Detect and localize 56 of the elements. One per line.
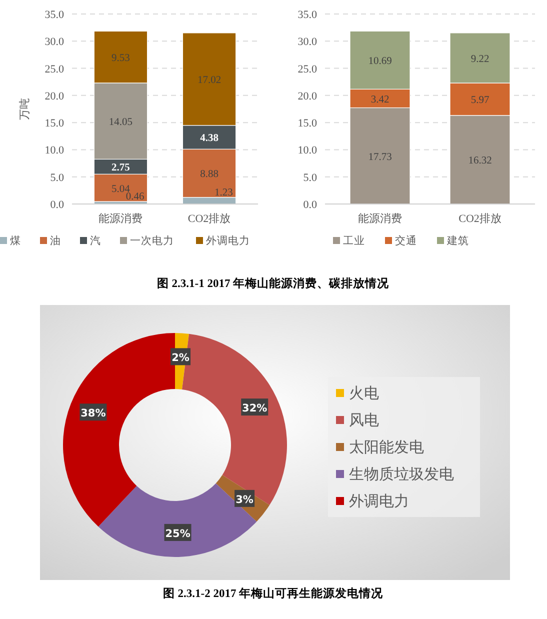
legend-label: 汽 — [90, 235, 101, 247]
legend-label: 工业 — [343, 234, 365, 247]
y-tick-label: 0.0 — [303, 199, 318, 211]
data-label: 4.38 — [200, 133, 218, 144]
data-label: 5.97 — [470, 95, 490, 106]
caption: 图 2.3.1-1 2017 年梅山能源消费、碳排放情况 — [156, 276, 390, 290]
y-tick-label: 20.0 — [298, 90, 318, 102]
y-tick-label: 0.0 — [50, 199, 64, 211]
data-label: 3.42 — [370, 94, 390, 106]
donut-slice — [98, 483, 257, 557]
data-label: 2.75 — [112, 162, 130, 174]
data-label: 25% — [165, 528, 191, 540]
legend-label: 生物质垃圾发电 — [349, 465, 454, 483]
y-tick-label: 35.0 — [44, 9, 64, 21]
data-label: 9.53 — [112, 53, 130, 64]
y-tick-label: 15.0 — [298, 118, 318, 130]
x-tick-label: CO2排放 — [188, 213, 231, 225]
data-label: 17.73 — [368, 152, 392, 163]
data-label: 14.05 — [108, 117, 133, 128]
x-tick-label: 能源消费 — [98, 212, 143, 225]
y-tick-label: 35.0 — [298, 9, 318, 21]
y-tick-label: 15.0 — [44, 118, 64, 130]
data-label: 3% — [236, 494, 254, 506]
data-label: 9.22 — [470, 54, 490, 65]
data-label: 1.23 — [214, 187, 233, 198]
data-label: 32% — [242, 402, 268, 415]
legend-label: 火电 — [349, 384, 379, 402]
data-label: 10.69 — [368, 56, 392, 68]
data-label: 8.88 — [200, 169, 218, 180]
legend-label: 一次电力 — [130, 234, 174, 247]
data-label: 16.32 — [468, 156, 492, 167]
y-tick-label: 30.0 — [298, 36, 318, 48]
legend-label: 风电 — [349, 411, 379, 429]
legend-label: 外调电力 — [349, 492, 409, 510]
legend-label: 太阳能发电 — [349, 438, 424, 456]
data-label: 38% — [80, 408, 106, 420]
y-axis-title: 万吨 — [18, 98, 31, 120]
legend-label: 外调电力 — [206, 234, 250, 247]
y-tick-label: 10.0 — [298, 144, 318, 157]
legend-label: 油 — [50, 234, 61, 247]
x-tick-label: 能源消费 — [358, 212, 402, 225]
x-tick-label: CO2排放 — [458, 213, 502, 225]
legend-label: 建筑 — [446, 234, 469, 247]
caption: 图 2.3.1-2 2017 年梅山可再生能源发电情况 — [162, 586, 384, 600]
y-tick-label: 5.0 — [303, 172, 318, 184]
y-tick-label: 25.0 — [44, 63, 64, 76]
y-tick-label: 20.0 — [44, 90, 64, 102]
data-label: 17.02 — [197, 75, 222, 86]
legend-label: 煤 — [10, 235, 21, 247]
y-tick-label: 5.0 — [50, 172, 64, 184]
y-tick-label: 30.0 — [44, 36, 64, 48]
legend-label: 交通 — [395, 234, 417, 247]
y-tick-label: 25.0 — [298, 63, 318, 76]
data-label: 0.46 — [126, 192, 144, 203]
y-tick-label: 10.0 — [44, 144, 64, 157]
data-label: 2% — [172, 352, 190, 364]
